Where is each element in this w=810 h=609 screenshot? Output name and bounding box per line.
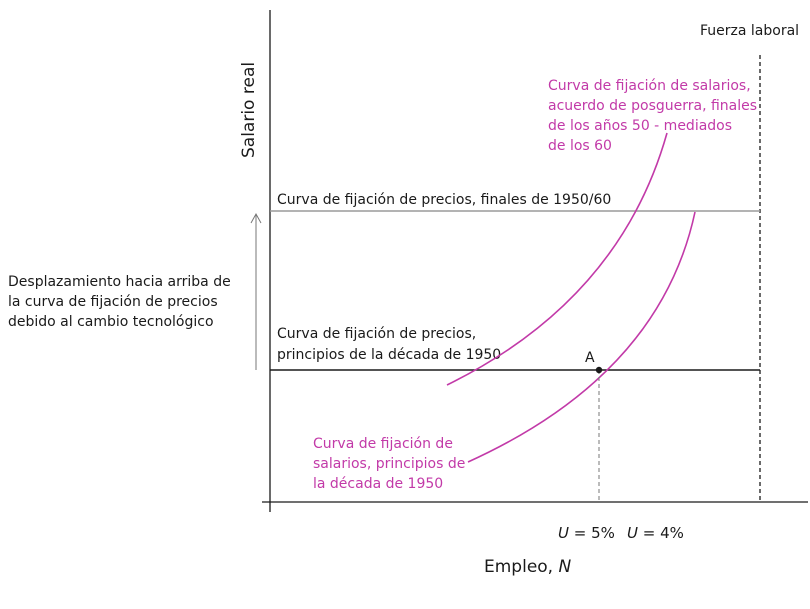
wage-curve-early-line-3: la década de 1950	[313, 476, 443, 492]
y-axis-title: Salario real	[239, 62, 259, 158]
shift-note-line-1: Desplazamiento hacia arriba de	[8, 274, 231, 290]
shift-note-line-3: debido al cambio tecnológico	[8, 314, 214, 330]
wage-curve-early-label: Curva de fijación de salarios, principio…	[313, 436, 470, 492]
shift-arrow-head	[250, 212, 262, 224]
price-curve-late-label: Curva de fijación de precios, finales de…	[277, 192, 611, 208]
wage-curve-early	[467, 211, 696, 463]
wage-curve-late	[446, 132, 668, 386]
price-curve-early-line-2: principios de la década de 1950	[277, 347, 501, 363]
u-label-5-val: = 5%	[569, 524, 615, 542]
wage-curve-early-line-2: salarios, principios de	[313, 456, 465, 472]
u-label-4-val: = 4%	[638, 524, 684, 542]
u-label-4: U = 4%	[627, 524, 684, 542]
wage-curve-late-line-3: de los años 50 - mediados	[548, 118, 732, 134]
u-label-5-var: U	[558, 524, 569, 542]
shift-note-line-2: la curva de fijación de precios	[8, 294, 218, 310]
x-axis-title-text: Empleo,	[484, 557, 558, 577]
wage-curve-early-line-1: Curva de fijación de	[313, 436, 453, 452]
u-label-4-var: U	[627, 524, 638, 542]
wage-curve-late-label: Curva de fijación de salarios, acuerdo d…	[548, 78, 762, 154]
price-curve-early-line-1: Curva de fijación de precios,	[277, 326, 476, 342]
point-a-label: A	[585, 350, 595, 366]
wage-curve-late-line-4: de los 60	[548, 138, 612, 154]
labor-force-label: Fuerza laboral	[700, 23, 799, 39]
wage-curve-late-line-1: Curva de fijación de salarios,	[548, 78, 751, 94]
price-curve-early-label: Curva de fijación de precios, principios…	[277, 326, 501, 363]
wage-curve-late-line-2: acuerdo de posguerra, finales	[548, 98, 757, 114]
shift-note: Desplazamiento hacia arriba de la curva …	[8, 274, 235, 330]
x-axis-title-var: N	[558, 557, 571, 577]
u-label-5: U = 5%	[558, 524, 615, 542]
point-a	[595, 366, 603, 374]
x-axis-title: Empleo, N	[484, 557, 571, 577]
